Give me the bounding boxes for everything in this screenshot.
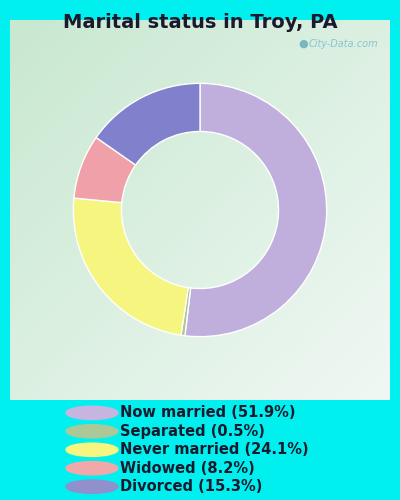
Text: Never married (24.1%): Never married (24.1%)	[120, 442, 309, 458]
Wedge shape	[73, 198, 188, 335]
Circle shape	[66, 406, 118, 419]
Text: ●: ●	[299, 39, 308, 49]
Text: Divorced (15.3%): Divorced (15.3%)	[120, 479, 262, 494]
Wedge shape	[96, 84, 200, 165]
Text: Marital status in Troy, PA: Marital status in Troy, PA	[63, 12, 337, 32]
Wedge shape	[181, 288, 191, 336]
Text: Now married (51.9%): Now married (51.9%)	[120, 406, 296, 420]
Text: Separated (0.5%): Separated (0.5%)	[120, 424, 265, 439]
Circle shape	[66, 424, 118, 438]
Wedge shape	[185, 84, 327, 336]
Circle shape	[66, 462, 118, 475]
Text: City-Data.com: City-Data.com	[309, 39, 378, 49]
Text: Widowed (8.2%): Widowed (8.2%)	[120, 460, 255, 475]
Wedge shape	[74, 138, 136, 202]
Circle shape	[66, 443, 118, 456]
Circle shape	[66, 480, 118, 494]
